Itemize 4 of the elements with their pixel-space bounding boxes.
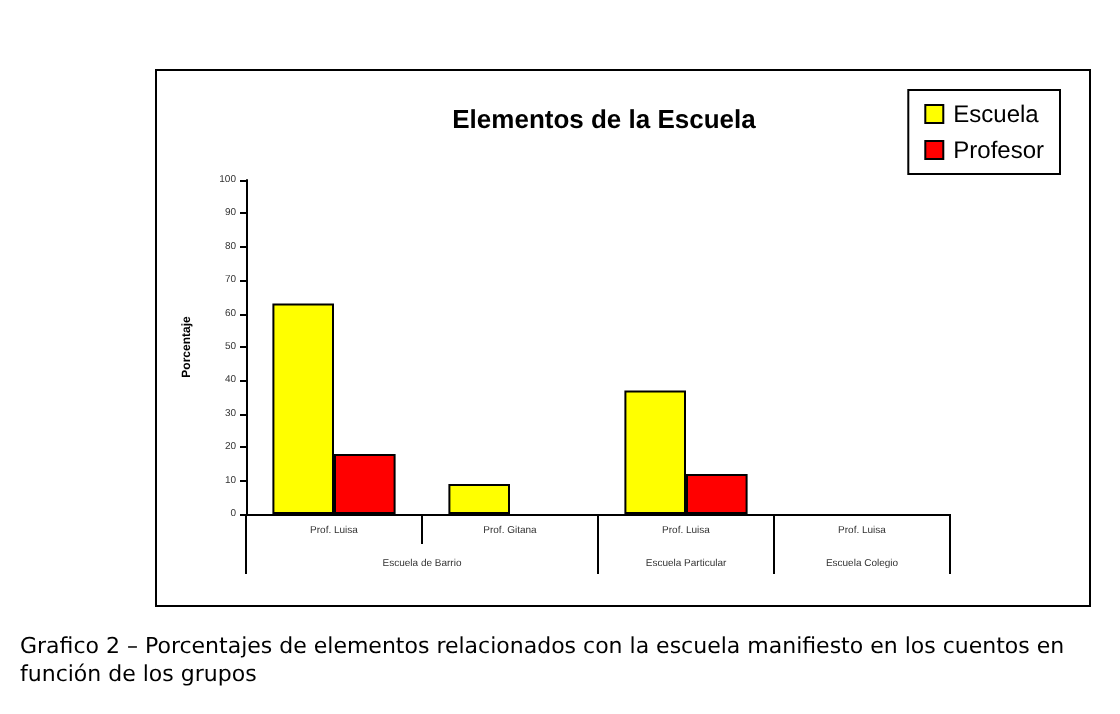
- text: Grafico 2 – Porcentajes de elementos relacionados con la escuela manifiesto en los cuentos en función de los grupos: [20, 633, 1072, 687]
- legend-label: Escuela: [953, 100, 1040, 128]
- legend-label: Profesor: [953, 136, 1045, 164]
- chart-title: Elementos de la Escuela: [452, 104, 758, 134]
